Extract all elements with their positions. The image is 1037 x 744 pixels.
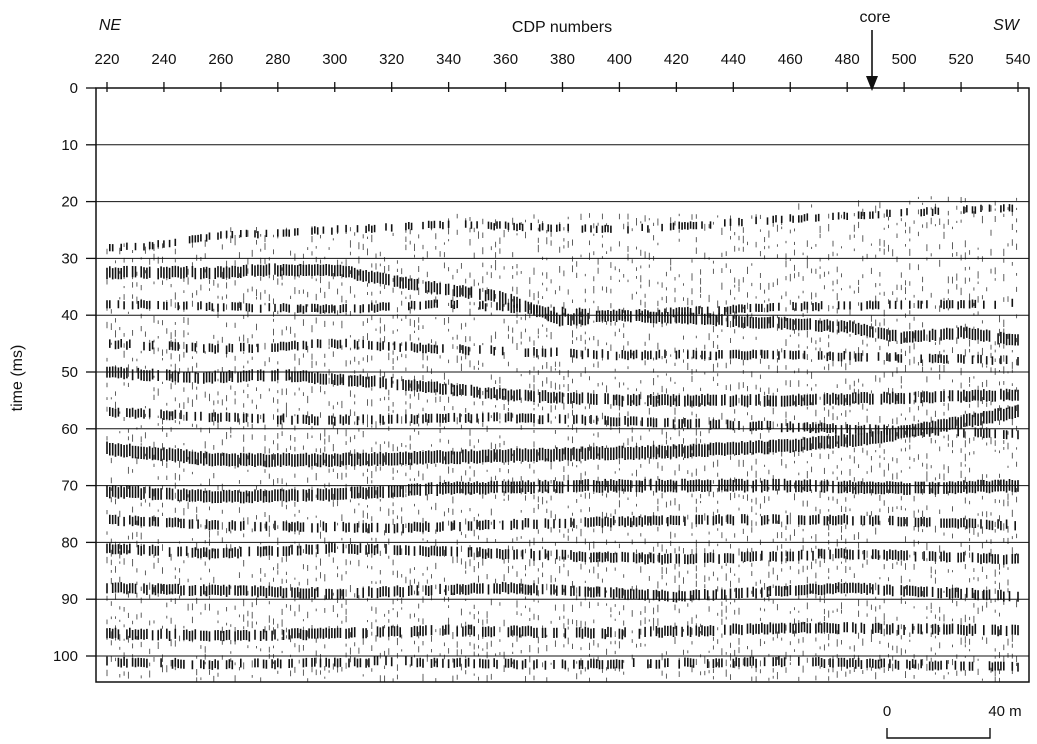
x-axis-ticks: 220 240 260 280 300 320 340 360 380 400 420 440 460 4… [94, 51, 1031, 92]
x-tick-label: 220 [94, 51, 119, 68]
y-tick-label: 50 [61, 364, 78, 381]
reflector-bands [106, 204, 1019, 672]
reflector-band [109, 513, 1016, 534]
reflector-band [106, 404, 1019, 468]
x-axis-title: CDP numbers [512, 19, 612, 36]
reflector-band [106, 656, 1019, 672]
reflector-band [106, 478, 1019, 504]
y-tick-label: 70 [61, 478, 78, 495]
direction-label-left: NE [99, 17, 122, 34]
scale-bar [886, 728, 991, 739]
time-gridlines [96, 144, 1029, 657]
x-tick-label: 280 [265, 51, 290, 68]
plot-frame [95, 87, 1030, 683]
y-tick-label: 10 [61, 137, 78, 154]
x-tick-label: 420 [664, 51, 689, 68]
y-tick-label: 80 [61, 534, 78, 551]
x-tick-label: 520 [949, 51, 974, 68]
y-tick-label: 40 [61, 307, 78, 324]
x-tick-label: 440 [721, 51, 746, 68]
x-tick-label: 500 [892, 51, 917, 68]
x-tick-label: 260 [208, 51, 233, 68]
y-axis-title: time (ms) [9, 345, 26, 412]
reflector-band [109, 407, 1019, 440]
x-tick-label: 340 [436, 51, 461, 68]
reflector-band [106, 622, 1019, 642]
x-tick-label: 320 [379, 51, 404, 68]
direction-label-right: SW [993, 17, 1021, 34]
y-axis-ticks: 0 10 20 30 40 50 60 70 80 90 100 [53, 80, 96, 665]
reflector-band [106, 263, 1019, 346]
y-tick-label: 30 [61, 250, 78, 267]
x-tick-label: 480 [835, 51, 860, 68]
y-tick-label: 0 [70, 80, 78, 97]
x-tick-label: 460 [778, 51, 803, 68]
y-tick-label: 20 [61, 194, 78, 211]
scale-bar-end-label: 40 m [988, 703, 1021, 720]
x-tick-label: 300 [322, 51, 347, 68]
core-arrow-head [866, 76, 878, 91]
x-tick-label: 380 [550, 51, 575, 68]
y-tick-label: 60 [61, 421, 78, 438]
y-tick-label: 100 [53, 648, 78, 665]
reflector-band [106, 542, 1019, 565]
x-tick-label: 360 [493, 51, 518, 68]
reflector-band [106, 581, 1019, 603]
reflector-band [109, 338, 1019, 366]
x-tick-label: 240 [151, 51, 176, 68]
reflector-band [109, 204, 1014, 252]
x-tick-label: 540 [1005, 51, 1030, 68]
y-tick-label: 90 [61, 591, 78, 608]
x-tick-label: 400 [607, 51, 632, 68]
scale-bar-start-label: 0 [883, 703, 891, 720]
core-label: core [859, 9, 890, 26]
